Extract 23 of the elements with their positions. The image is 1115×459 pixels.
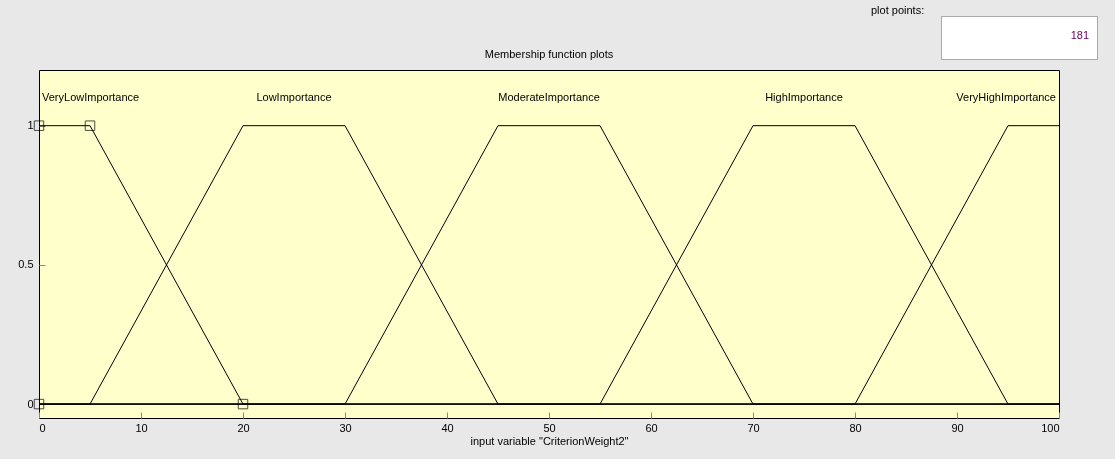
x-axis-title: input variable "CriterionWeight2" <box>470 434 629 447</box>
x-tick-label: 40 <box>441 421 454 434</box>
y-tick-label: 0 <box>27 397 34 410</box>
text: plot points: <box>871 4 925 16</box>
text: LowImportance <box>256 90 332 103</box>
x-tick-label: 30 <box>339 421 352 434</box>
x-tick-label: 50 <box>543 421 556 434</box>
text: HighImportance <box>765 90 843 103</box>
x-tick-label: 60 <box>645 421 658 434</box>
chart-title: Membership function plots <box>484 48 614 60</box>
y-tick-label: 1 <box>27 119 34 132</box>
x-tick-label: 70 <box>747 421 760 434</box>
text: VeryHighImportance <box>956 90 1056 103</box>
x-tick-label: 20 <box>237 421 250 434</box>
x-tick-label: 0 <box>39 421 46 434</box>
text: VeryLowImportance <box>42 90 140 103</box>
text: ModerateImportance <box>498 90 600 103</box>
x-tick-label: 10 <box>135 421 148 434</box>
x-tick-label: 100 <box>1041 421 1060 434</box>
x-tick-label: 90 <box>951 421 964 434</box>
plot-points-field: 181 <box>941 16 1098 60</box>
x-tick-label: 80 <box>849 421 862 434</box>
y-tick-label: 0.5 <box>18 258 34 271</box>
